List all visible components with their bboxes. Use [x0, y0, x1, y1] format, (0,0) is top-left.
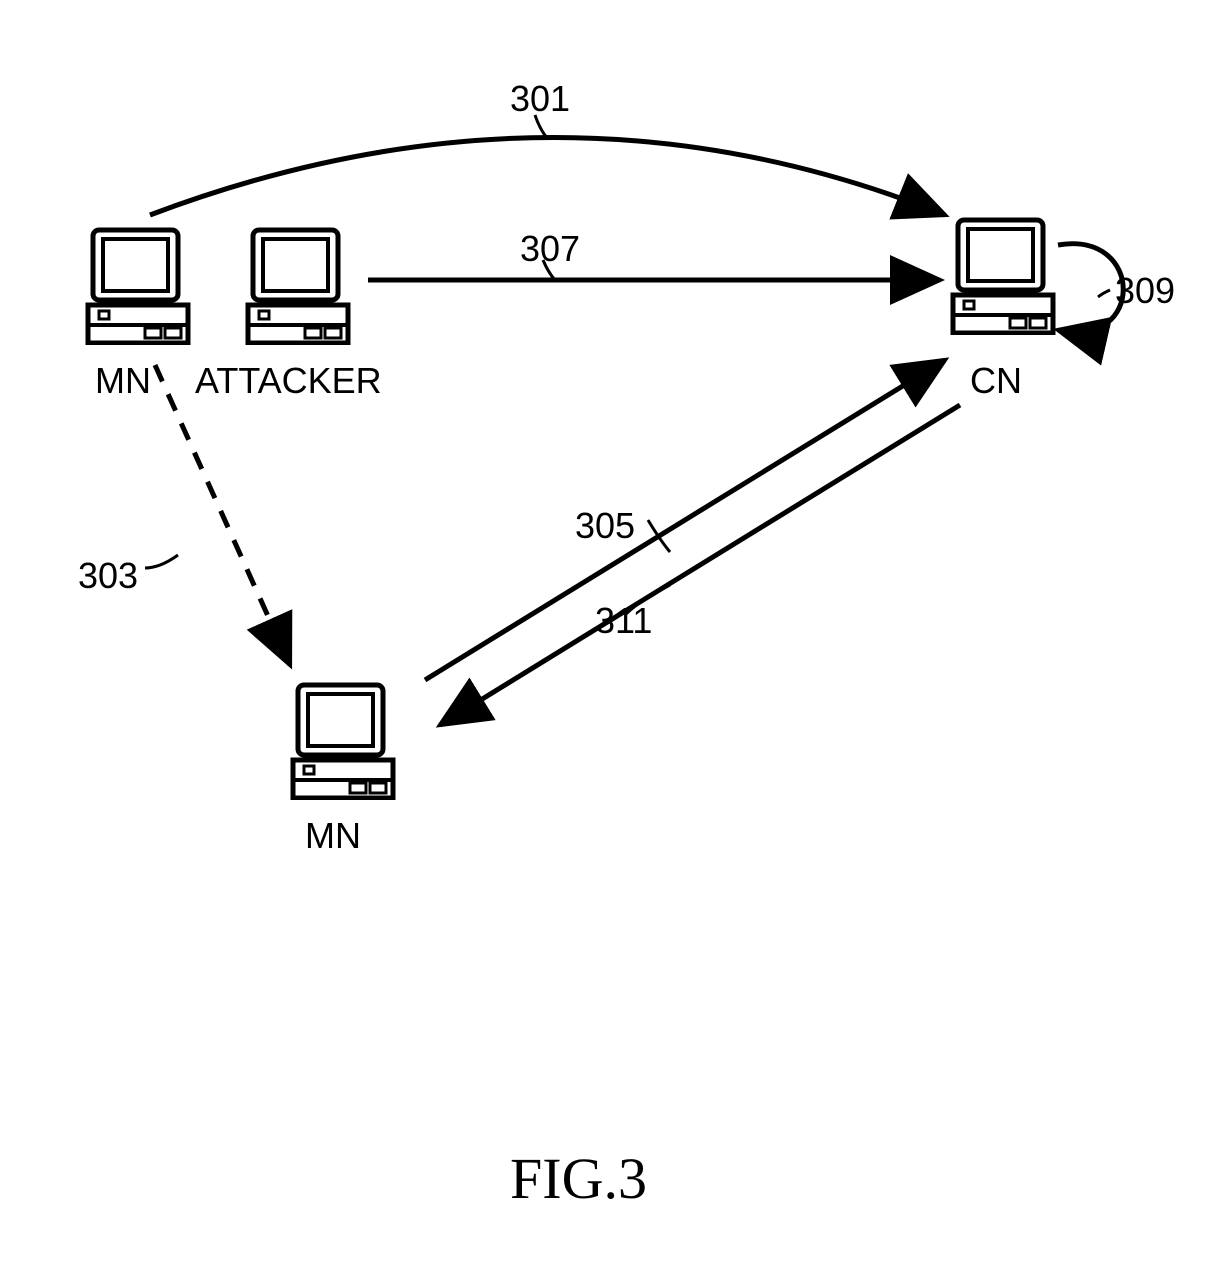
node-mn-bottom [290, 680, 400, 800]
arrow-301 [150, 138, 945, 216]
arrow-309 [1058, 244, 1123, 333]
ref-tick-303 [145, 555, 178, 568]
node-cn [950, 215, 1060, 335]
label-attacker: ATTACKER [195, 360, 382, 402]
label-cn: CN [970, 360, 1022, 402]
ref-tick-305 [648, 520, 670, 552]
ref-tick-309 [1098, 290, 1110, 297]
ref-307: 307 [520, 228, 580, 270]
ref-311: 311 [595, 600, 652, 642]
arrow-303 [155, 365, 290, 665]
label-mn-top: MN [95, 360, 151, 402]
ref-301: 301 [510, 78, 570, 120]
figure-caption: FIG.3 [510, 1145, 647, 1212]
arrow-311 [440, 405, 960, 725]
node-attacker [245, 225, 355, 345]
arrow-305 [425, 360, 945, 680]
ref-305: 305 [575, 505, 635, 547]
label-mn-bottom: MN [305, 815, 361, 857]
arrows-layer [0, 0, 1226, 1284]
node-mn-top [85, 225, 195, 345]
network-diagram: MN ATTACKER CN [0, 0, 1226, 1284]
ref-303: 303 [78, 555, 138, 597]
ref-309: 309 [1115, 270, 1175, 312]
